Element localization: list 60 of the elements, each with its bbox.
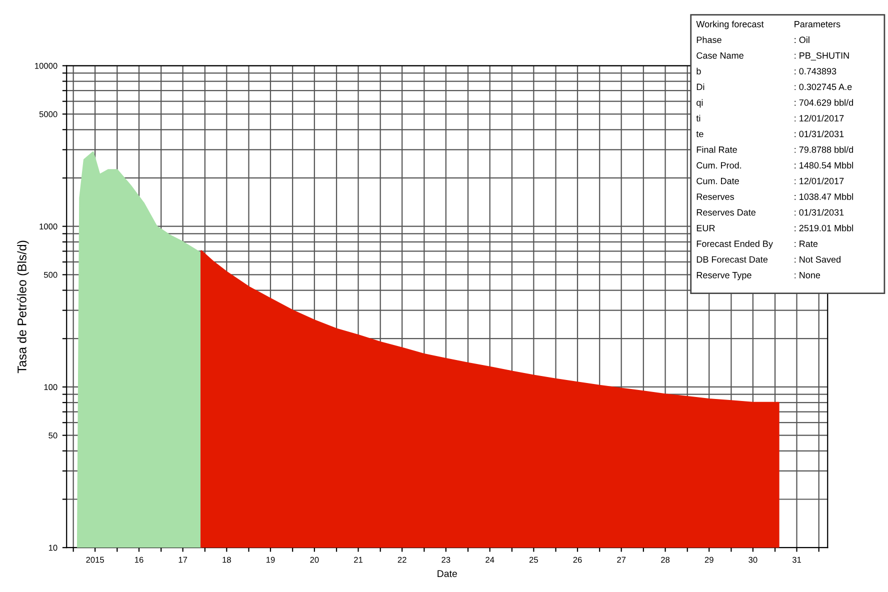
text: Case Name <box>696 52 744 59</box>
annotation: : 79.8788 bbl/d <box>794 146 854 153</box>
y-tick-label: 10000 <box>35 62 58 69</box>
x-tick-label: 25 <box>529 556 538 563</box>
annotation: Cum. Prod. <box>696 162 742 169</box>
annotation: qi <box>696 99 703 108</box>
y-tick-label: 500 <box>44 272 58 278</box>
x-tick-label: 26 <box>573 556 582 563</box>
x-tick-label: 31 <box>792 556 801 563</box>
annotation: te <box>696 131 704 138</box>
annotation: : 01/31/2031 <box>794 130 844 138</box>
text: Working forecast <box>696 20 764 30</box>
annotation: : 12/01/2017 <box>794 114 844 122</box>
annotation: : 12/01/2017 <box>794 178 844 184</box>
x-tick-label: 23 <box>442 556 450 563</box>
x-tick-label: 30 <box>748 556 758 563</box>
annotation: DB Forecast Date <box>696 256 768 263</box>
annotation: : Not Saved <box>794 256 840 263</box>
annotation: : 2519.01 Mbbl <box>794 224 853 232</box>
annotation: ti <box>696 114 700 122</box>
x-tick-label: 2015 <box>86 556 104 563</box>
annotation: : 1480.54 Mbbl <box>794 162 853 169</box>
x-tick-label: 29 <box>704 556 714 563</box>
annotation: : None <box>794 272 820 278</box>
annotation: : 0.302745 A.e <box>794 84 852 90</box>
annotation: Cum. Date <box>696 178 739 184</box>
x-tick-label: 17 <box>178 556 188 563</box>
annotation: : Rate <box>794 240 818 247</box>
x-tick-label: 16 <box>135 556 144 563</box>
annotation: b <box>696 68 701 74</box>
annotation: : 01/31/2031 <box>794 208 844 216</box>
x-tick-label: 20 <box>310 556 319 563</box>
x-tick-label: 21 <box>354 556 362 563</box>
x-tick-label: 18 <box>222 556 231 563</box>
text: : PB_SHUTIN <box>794 52 849 60</box>
x-tick-label: 22 <box>398 556 406 563</box>
x-tick-label: 28 <box>661 556 670 563</box>
y-tick-label: 5000 <box>39 111 58 118</box>
y-tick-label: 50 <box>48 432 58 438</box>
annotation: Reserves <box>696 194 734 200</box>
y-tick-label: 100 <box>44 384 58 390</box>
x-axis-title: Date <box>438 570 457 578</box>
y-tick-label: 10 <box>48 544 58 551</box>
annotation: Reserve Type <box>696 272 752 280</box>
annotation: : 704.629 bbl/d <box>794 99 854 106</box>
x-tick-label: 19 <box>266 556 275 563</box>
x-tick-label: 27 <box>617 556 626 563</box>
text: : Oil <box>794 36 810 44</box>
text: Parameters <box>794 21 840 28</box>
annotation: : 0.743893 <box>794 68 836 74</box>
text: Phase <box>696 36 722 44</box>
y-axis-title: Tasa de Petróleo (Bls/d) <box>17 240 29 374</box>
annotation: Di <box>696 83 704 90</box>
annotation: Reserves Date <box>696 209 756 216</box>
annotation: EUR <box>696 224 715 232</box>
annotation: Forecast Ended By <box>696 240 773 249</box>
x-tick-label: 24 <box>486 556 494 563</box>
annotation: : 1038.47 Mbbl <box>794 193 853 200</box>
y-tick-label: 1000 <box>40 224 58 230</box>
annotation: Final Rate <box>696 146 737 153</box>
